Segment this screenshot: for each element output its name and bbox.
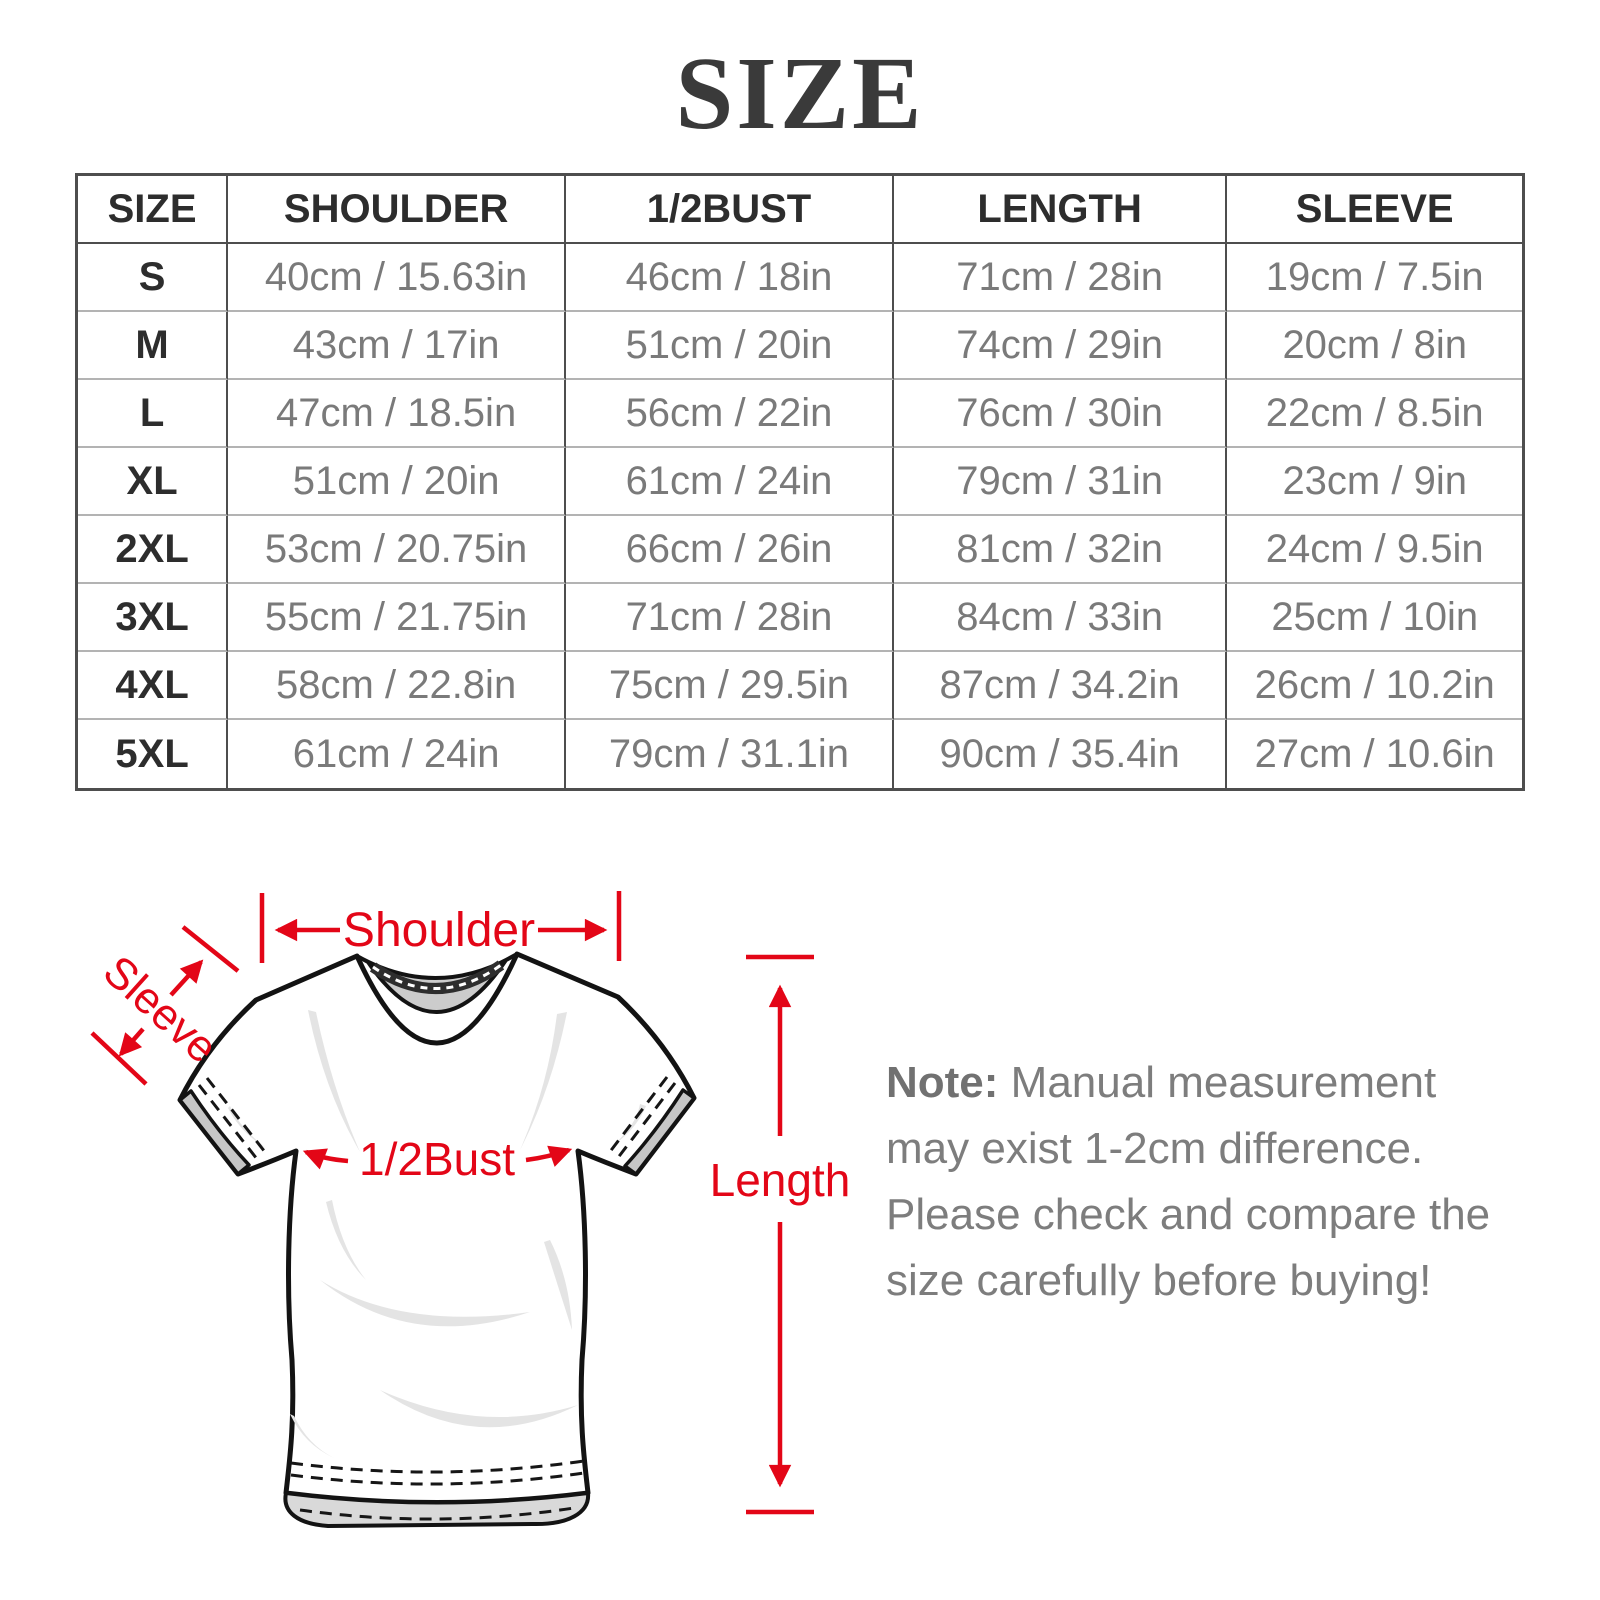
bust-arrow-right bbox=[525, 1145, 573, 1167]
table-row: 4XL 58cm / 22.8in 75cm / 29.5in 87cm / 34.2… bbox=[78, 652, 1522, 720]
right-cuff-stitch bbox=[607, 1076, 669, 1154]
measure-cell: 66cm / 26in bbox=[566, 516, 894, 584]
measure-cell: 61cm / 24in bbox=[228, 720, 567, 788]
tshirt-body-outline bbox=[177, 951, 697, 1505]
table-row: 5XL 61cm / 24in 79cm / 31.1in 90cm / 35.4in… bbox=[78, 720, 1522, 788]
measure-cell: 81cm / 32in bbox=[893, 516, 1228, 584]
left-cuff bbox=[178, 1089, 251, 1176]
measure-cell: 75cm / 29.5in bbox=[566, 652, 894, 720]
measure-cell: 19cm / 7.5in bbox=[1227, 244, 1522, 312]
right-cuff bbox=[623, 1088, 696, 1176]
note: Note: Manual measurement may exist 1-2cm… bbox=[886, 1050, 1526, 1314]
measure-cell: 25cm / 10in bbox=[1227, 584, 1522, 652]
sleeve-arrow-up bbox=[169, 959, 204, 997]
bust-arrow-left bbox=[302, 1148, 349, 1170]
table-row: S 40cm / 15.63in 46cm / 18in 71cm / 28in 19c… bbox=[78, 244, 1522, 312]
right-cuff-stitch bbox=[615, 1082, 677, 1160]
measure-cell: 23cm / 9in bbox=[1227, 448, 1522, 516]
size-cell: M bbox=[78, 312, 229, 380]
measure-cell: 84cm / 33in bbox=[893, 584, 1228, 652]
measure-cell: 71cm / 28in bbox=[566, 584, 894, 652]
measure-cell: 40cm / 15.63in bbox=[228, 244, 567, 312]
length-label: Length bbox=[710, 1154, 851, 1206]
tshirt-illustration bbox=[177, 951, 697, 1528]
measure-cell: 43cm / 17in bbox=[228, 312, 567, 380]
table-row: 2XL 53cm / 20.75in 66cm / 26in 81cm / 32in 2… bbox=[78, 516, 1522, 584]
size-cell: S bbox=[78, 244, 229, 312]
table-row: M 43cm / 17in 51cm / 20in 74cm / 29in 20cm /… bbox=[78, 312, 1522, 380]
measure-cell: 27cm / 10.6in bbox=[1254, 731, 1495, 776]
sleeve-arrow-down bbox=[118, 1027, 145, 1057]
table-row: L 47cm / 18.5in 56cm / 22in 76cm / 30in 22cm… bbox=[78, 380, 1522, 448]
shoulder-label: Shoulder bbox=[343, 904, 535, 957]
tshirt-measurement-diagram: Shoulder Sleeve 1/2Bust Length bbox=[90, 891, 851, 1528]
measure-cell: 79cm / 31in bbox=[893, 448, 1228, 516]
half-bust-label: 1/2Bust bbox=[359, 1133, 515, 1185]
measure-cell: 79cm / 31.1in bbox=[566, 720, 894, 788]
note-label: Note: bbox=[886, 1058, 999, 1107]
page-title: SIZE bbox=[675, 36, 925, 151]
size-cell: XL bbox=[78, 448, 229, 516]
measure-cell: 87cm / 34.2in bbox=[893, 652, 1228, 720]
measure-cell: 26cm / 10.2in bbox=[1227, 652, 1522, 720]
column-header: SLEEVE bbox=[1227, 176, 1522, 244]
measure-cell: 71cm / 28in bbox=[893, 244, 1228, 312]
measure-cell: 53cm / 20.75in bbox=[228, 516, 567, 584]
table-row: 3XL 55cm / 21.75in 71cm / 28in 84cm / 33in 2… bbox=[78, 584, 1522, 652]
hem-stitch bbox=[290, 1471, 585, 1486]
measure-cell: 24cm / 9.5in bbox=[1227, 516, 1522, 584]
measure-cell: 51cm / 20in bbox=[228, 448, 567, 516]
table-header-row: SIZE SHOULDER 1/2BUST LENGTH SLEEVE bbox=[78, 176, 1522, 244]
measure-cell: 22cm / 8.5in bbox=[1227, 380, 1522, 448]
column-header: 1/2BUST bbox=[566, 176, 894, 244]
collar-tape-stitch bbox=[372, 963, 502, 990]
measure-cell: 51cm / 20in bbox=[566, 312, 894, 380]
measure-cell: 90cm / 35.4in bbox=[894, 720, 1228, 788]
column-header: LENGTH bbox=[893, 176, 1228, 244]
measure-cell: 46cm / 18in bbox=[566, 244, 894, 312]
size-cell: 4XL bbox=[78, 652, 229, 720]
table-row: XL 51cm / 20in 61cm / 24in 79cm / 31in 23cm … bbox=[78, 448, 1522, 516]
measure-cell: 76cm / 30in bbox=[893, 380, 1228, 448]
column-header: SHOULDER bbox=[228, 176, 567, 244]
table-body: S 40cm / 15.63in 46cm / 18in 71cm / 28in 19c… bbox=[78, 244, 1522, 788]
measure-cell: 55cm / 21.75in bbox=[228, 584, 567, 652]
size-cell: 2XL bbox=[78, 516, 229, 584]
size-cell: L bbox=[78, 380, 229, 448]
left-cuff-stitch bbox=[205, 1077, 267, 1153]
size-table: SIZE SHOULDER 1/2BUST LENGTH SLEEVE S 40cm / … bbox=[75, 173, 1525, 791]
measure-cell: 20cm / 8in bbox=[1227, 312, 1522, 380]
sleeve-tick-bottom bbox=[90, 1031, 148, 1086]
hem-stitch bbox=[290, 1459, 585, 1474]
note-text: Manual measurement may exist 1-2cm diffe… bbox=[886, 1058, 1491, 1305]
measure-cell: 47cm / 18.5in bbox=[228, 380, 567, 448]
measure-cell: 74cm / 29in bbox=[893, 312, 1228, 380]
measure-cell: 56cm / 22in bbox=[566, 380, 894, 448]
measure-cell: 58cm / 22.8in bbox=[228, 652, 567, 720]
size-cell: 5XL bbox=[78, 720, 229, 788]
size-cell: 3XL bbox=[78, 584, 229, 652]
column-header: SIZE bbox=[78, 176, 229, 244]
left-cuff-stitch bbox=[197, 1084, 259, 1160]
sleeve-tick-top bbox=[181, 925, 240, 973]
measure-cell: 61cm / 24in bbox=[566, 448, 894, 516]
